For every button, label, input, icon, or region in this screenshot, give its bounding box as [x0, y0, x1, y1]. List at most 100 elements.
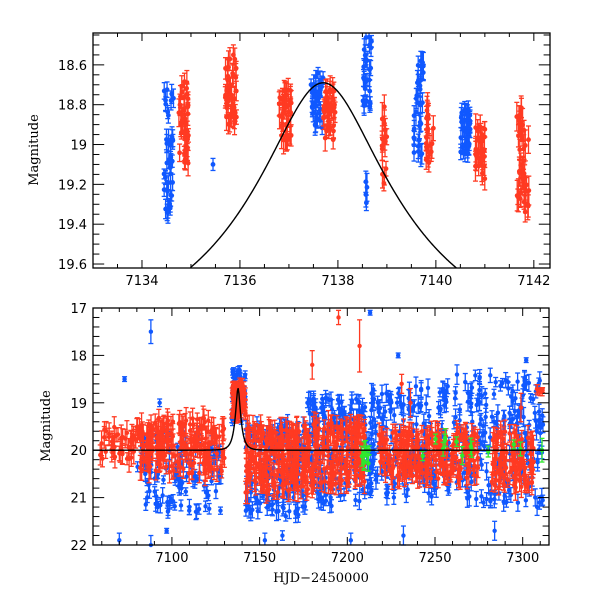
data-point	[218, 508, 223, 513]
data-point	[178, 503, 184, 508]
data-point	[164, 137, 169, 142]
data-point	[364, 77, 370, 83]
data-point	[213, 488, 219, 494]
data-point	[323, 498, 329, 503]
data-point-blue	[170, 133, 176, 148]
data-point-blue	[364, 73, 370, 87]
data-point	[383, 166, 389, 172]
top-x-tick-labels: 7134 7136 7138 7140 7142	[125, 274, 550, 289]
data-point	[222, 94, 228, 100]
data-point	[168, 192, 174, 198]
data-point	[185, 104, 191, 110]
data-point-blue	[165, 104, 171, 120]
data-point	[176, 110, 182, 116]
data-point	[164, 87, 170, 93]
data-point	[283, 514, 288, 519]
y-tick-label: 18.6	[58, 59, 87, 74]
x-tick-label: 7140	[419, 274, 452, 289]
data-point-blue	[425, 378, 431, 398]
data-point	[232, 56, 238, 62]
data-point	[327, 90, 333, 96]
data-point	[364, 58, 370, 63]
data-point	[164, 187, 170, 193]
data-point	[379, 116, 385, 122]
data-point	[177, 150, 183, 156]
data-point	[415, 62, 421, 68]
data-point	[288, 88, 294, 93]
data-point	[462, 107, 468, 113]
data-point-blue	[367, 96, 373, 110]
data-point	[210, 162, 216, 167]
data-point	[515, 192, 521, 198]
data-point-blue	[418, 143, 424, 168]
data-point	[367, 67, 373, 73]
data-point-blue	[168, 183, 174, 207]
y-tick-label: 19.4	[58, 218, 87, 233]
data-point	[517, 112, 523, 118]
data-point	[369, 38, 374, 44]
data-point	[177, 485, 182, 490]
data-point-blue	[367, 59, 373, 81]
data-point	[168, 98, 174, 103]
data-point	[165, 499, 170, 505]
data-point-blue	[459, 114, 465, 132]
data-point	[476, 163, 482, 169]
data-point	[354, 396, 359, 402]
y-tick-label: 19.6	[58, 258, 87, 273]
data-point	[223, 65, 228, 71]
x-tick-label: 7134	[125, 274, 158, 289]
data-point	[379, 146, 385, 152]
data-point	[418, 121, 424, 127]
top-y-tick-labels: 18.6 18.8 19 19.2 19.4 19.6	[58, 59, 87, 273]
data-point	[185, 146, 190, 152]
data-point-blue	[168, 90, 174, 111]
data-point	[362, 86, 368, 92]
data-point-red	[177, 143, 183, 163]
data-point	[465, 142, 471, 147]
data-point-blue	[415, 55, 421, 76]
data-point	[231, 368, 236, 373]
data-point	[170, 138, 176, 143]
data-point	[412, 136, 417, 142]
data-point	[313, 74, 319, 80]
data-point	[158, 503, 163, 508]
data-point	[426, 160, 432, 166]
data-point	[183, 489, 189, 494]
data-point	[479, 132, 485, 138]
data-point	[328, 397, 334, 402]
data-point-blue	[210, 157, 216, 172]
data-point	[193, 509, 199, 514]
data-point	[420, 60, 425, 66]
data-point	[424, 108, 430, 113]
data-point-red	[179, 75, 185, 98]
data-point-blue	[186, 498, 192, 516]
data-point	[327, 106, 333, 112]
data-point-blue	[164, 179, 170, 200]
top-panel: 7134 7136 7138 7140 7142 18.618.81919.219.41…	[27, 32, 551, 289]
data-point	[327, 501, 333, 506]
data-point-red	[176, 98, 182, 128]
data-point	[522, 209, 528, 215]
data-point	[230, 70, 236, 76]
data-point	[318, 495, 324, 501]
data-point	[316, 92, 322, 97]
data-point	[526, 137, 531, 143]
data-point	[416, 137, 422, 143]
data-point	[423, 141, 429, 146]
top-y-axis-label: Magnitude	[27, 114, 42, 186]
data-point	[516, 168, 522, 174]
data-point-blue	[426, 408, 432, 424]
data-point	[367, 88, 373, 94]
data-point	[255, 508, 261, 514]
data-point	[310, 100, 316, 106]
data-point	[473, 125, 479, 130]
data-point-blue	[178, 499, 184, 512]
data-point	[326, 126, 332, 132]
y-tick-label: 18.8	[58, 99, 87, 114]
data-point	[482, 126, 488, 132]
data-point-red	[183, 114, 189, 135]
data-point	[311, 396, 316, 401]
data-point	[203, 504, 208, 509]
data-point-blue	[353, 493, 359, 507]
